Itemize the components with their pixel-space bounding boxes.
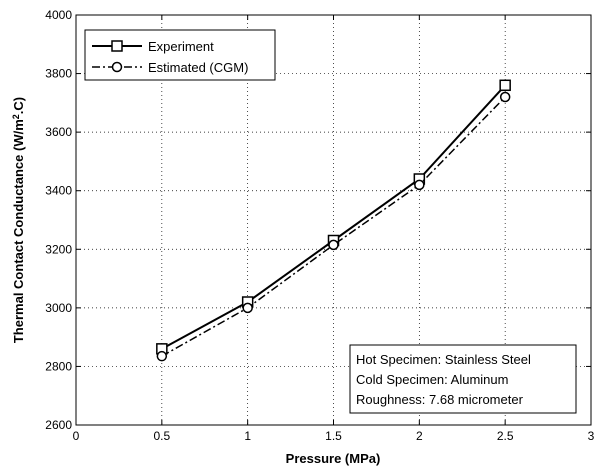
x-tick-label: 1.5: [325, 429, 342, 443]
data-point-estimated: [414, 179, 425, 191]
legend-label-experiment: Experiment: [148, 39, 214, 54]
y-tick-label: 3000: [45, 301, 72, 315]
annotation-frame: [349, 344, 577, 414]
annotation-line-3: Roughness: 7.68 micrometer: [356, 392, 524, 407]
y-tick-label: 3800: [45, 67, 72, 81]
data-point-estimated: [328, 239, 339, 251]
data-point-estimated: [499, 91, 511, 103]
legend: Experiment Estimated (CGM): [84, 29, 276, 81]
y-axis-title: Thermal Contact Conductance (W/m2.C): [11, 97, 26, 343]
legend-label-estimated: Estimated (CGM): [148, 60, 248, 75]
legend-marker-experiment: [111, 40, 123, 52]
x-tick-label: 0: [73, 429, 80, 443]
series-layer: [156, 79, 511, 362]
x-tick-label: 0.5: [153, 429, 170, 443]
ticks: 0 0.5 1 1.5 2 2.5 3 2600 2800 3000 3200 3400 3600 380…: [45, 8, 594, 443]
data-point-estimated: [242, 302, 253, 314]
y-tick-label: 4000: [45, 8, 72, 22]
data-point-estimated: [156, 350, 168, 362]
x-axis-title: Pressure (MPa): [286, 451, 381, 466]
legend-marker-estimated: [111, 61, 123, 73]
y-axis-title-superscript: 2: [11, 114, 21, 119]
annotation-line-2: Cold Specimen: Aluminum: [356, 372, 508, 387]
data-point-experiment: [499, 79, 511, 92]
annotation-box: Hot Specimen: Stainless Steel Cold Speci…: [349, 344, 577, 414]
y-tick-label: 3200: [45, 242, 72, 256]
y-axis-title-main: Thermal Contact Conductance (W/m: [11, 119, 26, 343]
y-tick-label: 2600: [45, 418, 72, 432]
x-tick-label: 2: [416, 429, 423, 443]
y-tick-label: 3400: [45, 184, 72, 198]
x-tick-label: 3: [588, 429, 595, 443]
annotation-line-1: Hot Specimen: Stainless Steel: [356, 352, 531, 367]
y-axis-title-end: .C): [11, 97, 26, 114]
x-tick-label: 2.5: [497, 429, 514, 443]
x-tick-label: 1: [244, 429, 251, 443]
y-tick-label: 2800: [45, 359, 72, 373]
y-tick-label: 3600: [45, 125, 72, 139]
